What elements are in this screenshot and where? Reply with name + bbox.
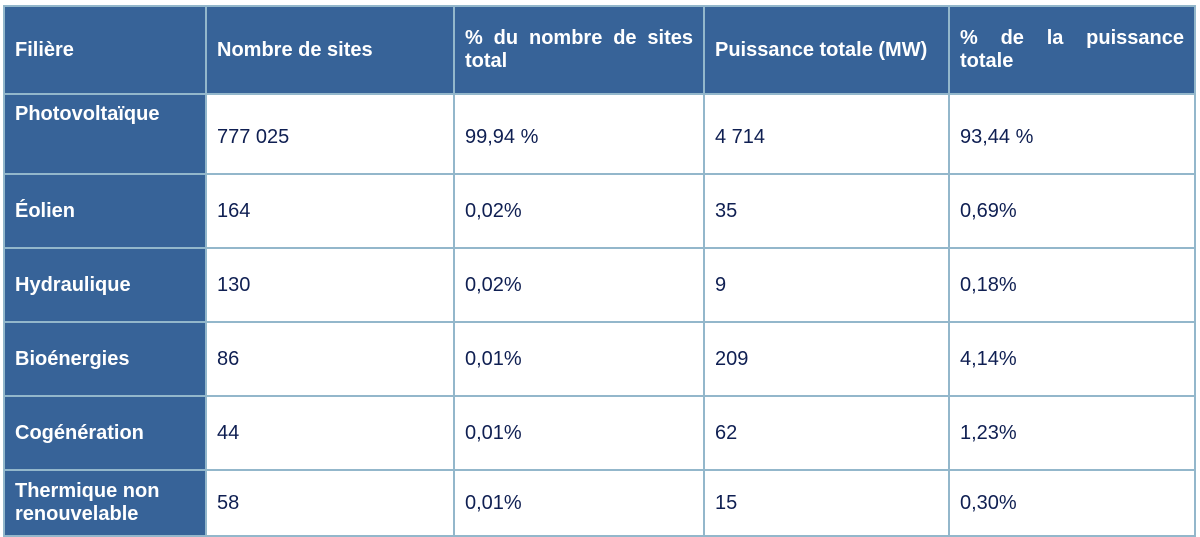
cell-pct-sites: 0,02%	[453, 247, 705, 323]
cell-pct-puissance: 0,30%	[948, 469, 1196, 537]
cell-puissance: 4 714	[703, 93, 950, 175]
row-label: Cogénération	[3, 395, 207, 471]
energy-sites-table: Filière Nombre de sites % du nombre de s…	[3, 5, 1196, 537]
cell-puissance: 62	[703, 395, 950, 471]
header-filiere: Filière	[3, 5, 207, 95]
cell-sites: 58	[205, 469, 455, 537]
cell-puissance: 9	[703, 247, 950, 323]
cell-pct-puissance: 0,69%	[948, 173, 1196, 249]
row-label: Éolien	[3, 173, 207, 249]
row-label: Photovoltaïque	[3, 93, 207, 175]
cell-sites: 164	[205, 173, 455, 249]
cell-pct-puissance: 4,14%	[948, 321, 1196, 397]
cell-pct-sites: 0,02%	[453, 173, 705, 249]
header-row: Filière Nombre de sites % du nombre de s…	[3, 5, 1196, 95]
cell-pct-sites: 99,94 %	[453, 93, 705, 175]
table-row: Éolien 164 0,02% 35 0,69%	[3, 173, 1196, 249]
cell-puissance: 15	[703, 469, 950, 537]
header-puissance-totale: Puissance totale (MW)	[703, 5, 950, 95]
cell-sites: 44	[205, 395, 455, 471]
row-label: Bioénergies	[3, 321, 207, 397]
header-pct-sites: % du nombre de sites total	[453, 5, 705, 95]
cell-pct-puissance: 1,23%	[948, 395, 1196, 471]
cell-sites: 130	[205, 247, 455, 323]
cell-puissance: 209	[703, 321, 950, 397]
cell-pct-sites: 0,01%	[453, 469, 705, 537]
header-pct-puissance: % de la puissance totale	[948, 5, 1196, 95]
table-body: Photovoltaïque 777 025 99,94 % 4 714 93,…	[3, 93, 1196, 537]
cell-pct-puissance: 93,44 %	[948, 93, 1196, 175]
table-row: Cogénération 44 0,01% 62 1,23%	[3, 395, 1196, 471]
table-row: Thermique non renouvelable 58 0,01% 15 0…	[3, 469, 1196, 537]
header-nombre-sites: Nombre de sites	[205, 5, 455, 95]
cell-puissance: 35	[703, 173, 950, 249]
cell-pct-puissance: 0,18%	[948, 247, 1196, 323]
cell-sites: 86	[205, 321, 455, 397]
cell-pct-sites: 0,01%	[453, 321, 705, 397]
table-row: Photovoltaïque 777 025 99,94 % 4 714 93,…	[3, 93, 1196, 175]
row-label: Thermique non renouvelable	[3, 469, 207, 537]
table-row: Hydraulique 130 0,02% 9 0,18%	[3, 247, 1196, 323]
table-header: Filière Nombre de sites % du nombre de s…	[3, 5, 1196, 95]
cell-sites: 777 025	[205, 93, 455, 175]
table-row: Bioénergies 86 0,01% 209 4,14%	[3, 321, 1196, 397]
cell-pct-sites: 0,01%	[453, 395, 705, 471]
row-label: Hydraulique	[3, 247, 207, 323]
energy-table-container: Filière Nombre de sites % du nombre de s…	[3, 5, 1196, 537]
